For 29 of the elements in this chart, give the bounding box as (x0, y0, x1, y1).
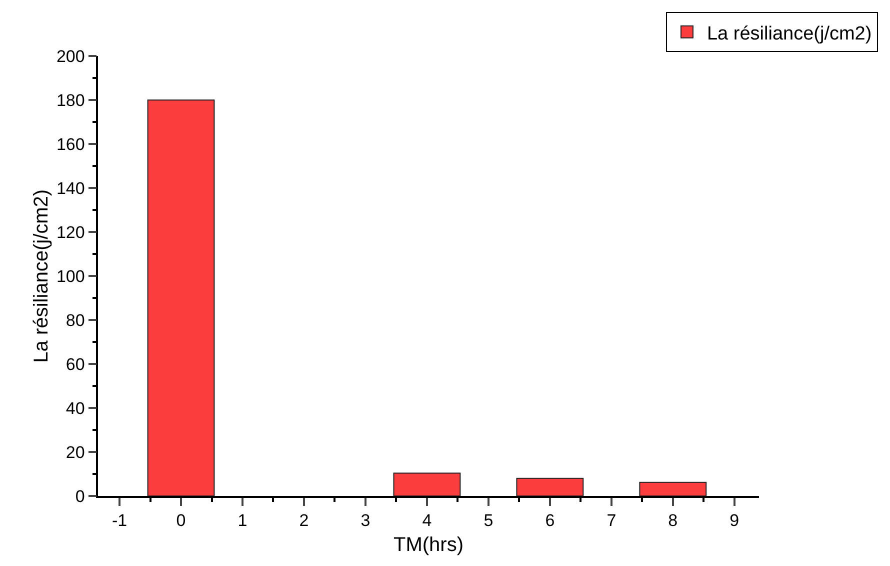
x-tick-label: 4 (422, 511, 432, 530)
x-tick-label: 9 (730, 511, 740, 530)
y-tick-label: 180 (56, 90, 85, 110)
y-tick-label: 200 (56, 46, 85, 66)
x-tick-label: 0 (176, 511, 186, 530)
bar (639, 482, 707, 496)
y-tick-label: 20 (66, 442, 85, 462)
y-tick-label: 100 (56, 266, 85, 286)
x-tick-label: 7 (606, 511, 616, 530)
bar (393, 472, 461, 496)
y-tick-label: 120 (56, 222, 85, 242)
x-tick-label: 5 (484, 511, 494, 530)
y-tick-label: 140 (56, 178, 85, 198)
x-tick-label: 3 (360, 511, 370, 530)
x-tick-label: 2 (299, 511, 309, 530)
x-tick-label: 1 (238, 511, 248, 530)
legend-label: La résiliance(j/cm2) (706, 23, 872, 44)
y-axis-title: La résiliance(j/cm2) (30, 189, 52, 363)
y-tick-label: 60 (66, 354, 85, 374)
y-tick-label: 160 (56, 134, 85, 154)
y-tick-label: 80 (66, 310, 85, 330)
y-tick-label: 40 (66, 398, 85, 418)
bar (147, 100, 215, 496)
x-tick-label: 6 (545, 511, 555, 530)
y-tick-label: 0 (75, 486, 85, 506)
x-axis-title: TM(hrs) (394, 534, 464, 556)
x-tick-label: -1 (112, 511, 128, 530)
bar (516, 478, 584, 496)
x-tick-label: 8 (668, 511, 678, 530)
